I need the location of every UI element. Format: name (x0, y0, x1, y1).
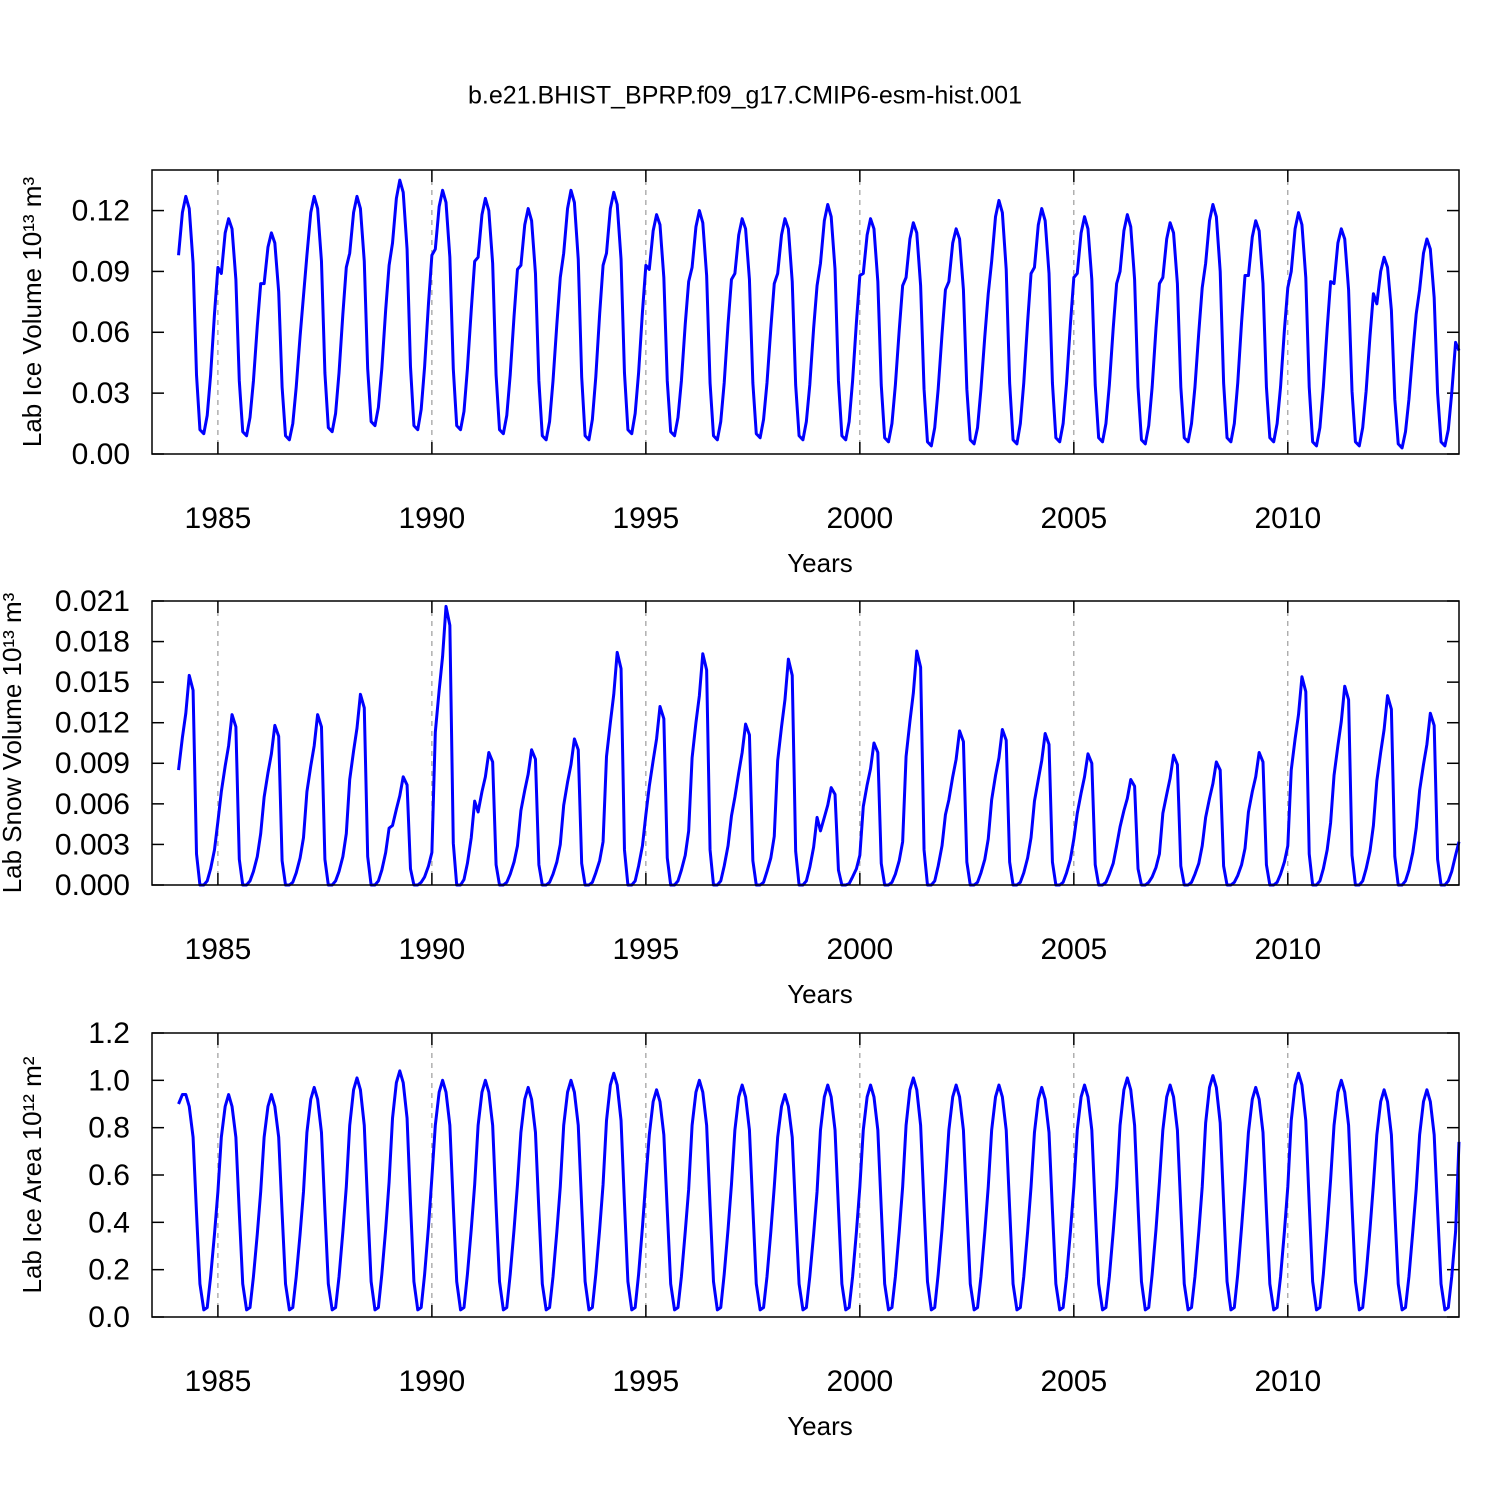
x-tick-label: 1985 (185, 502, 252, 535)
data-line (177, 1069, 1461, 1312)
x-tick-label: 1995 (612, 502, 679, 535)
data-line (177, 604, 1461, 887)
y-tick-label: 0.015 (55, 666, 130, 699)
plot-frame (151, 169, 1460, 455)
y-tick-label: 0.003 (55, 828, 130, 861)
y-axis-label: Lab Snow Volume 10¹³ m³ (0, 592, 27, 893)
y-tick-label: 0.018 (55, 625, 130, 658)
x-tick-label: 1985 (185, 1365, 252, 1398)
x-tick-label: 1990 (399, 933, 466, 966)
y-tick-label: 0.09 (72, 255, 130, 288)
data-line (177, 178, 1461, 450)
x-axis-label: Years (787, 979, 853, 1009)
x-tick-label: 2005 (1040, 1365, 1107, 1398)
plot-frame (151, 1032, 1460, 1318)
y-tick-label: 0.12 (72, 194, 130, 227)
x-tick-label: 2000 (826, 502, 893, 535)
x-axis-label: Years (787, 548, 853, 578)
y-tick-label: 0.03 (72, 377, 130, 410)
x-tick-label: 2010 (1254, 933, 1321, 966)
y-tick-label: 0.012 (55, 707, 130, 740)
x-tick-label: 1995 (612, 1365, 679, 1398)
y-axis-label: Lab Ice Area 10¹² m² (17, 1056, 47, 1293)
x-tick-label: 1990 (399, 502, 466, 535)
y-tick-label: 0.4 (88, 1206, 130, 1239)
x-axis-label: Years (787, 1411, 853, 1441)
y-tick-label: 0.021 (55, 585, 130, 618)
x-tick-label: 1985 (185, 933, 252, 966)
figure-title: b.e21.BHIST_BPRP.f09_g17.CMIP6-esm-hist.… (468, 82, 1022, 110)
y-tick-label: 0.6 (88, 1159, 130, 1192)
y-tick-label: 0.009 (55, 747, 130, 780)
y-tick-label: 0.06 (72, 316, 130, 349)
x-tick-label: 2000 (826, 1365, 893, 1398)
y-axis-label: Lab Ice Volume 10¹³ m³ (17, 177, 47, 448)
y-tick-label: 0.0 (88, 1301, 130, 1334)
x-tick-label: 2005 (1040, 933, 1107, 966)
x-tick-label: 1995 (612, 933, 679, 966)
x-tick-label: 2005 (1040, 502, 1107, 535)
y-tick-label: 0.000 (55, 869, 130, 902)
x-tick-label: 2010 (1254, 1365, 1321, 1398)
x-tick-label: 1990 (399, 1365, 466, 1398)
y-tick-label: 0.2 (88, 1254, 130, 1287)
x-tick-label: 2010 (1254, 502, 1321, 535)
x-tick-label: 2000 (826, 933, 893, 966)
plot-frame (151, 600, 1460, 886)
y-tick-label: 0.8 (88, 1112, 130, 1145)
y-tick-label: 0.00 (72, 438, 130, 471)
y-tick-label: 1.0 (88, 1064, 130, 1097)
y-tick-label: 0.006 (55, 788, 130, 821)
y-tick-label: 1.2 (88, 1017, 130, 1050)
